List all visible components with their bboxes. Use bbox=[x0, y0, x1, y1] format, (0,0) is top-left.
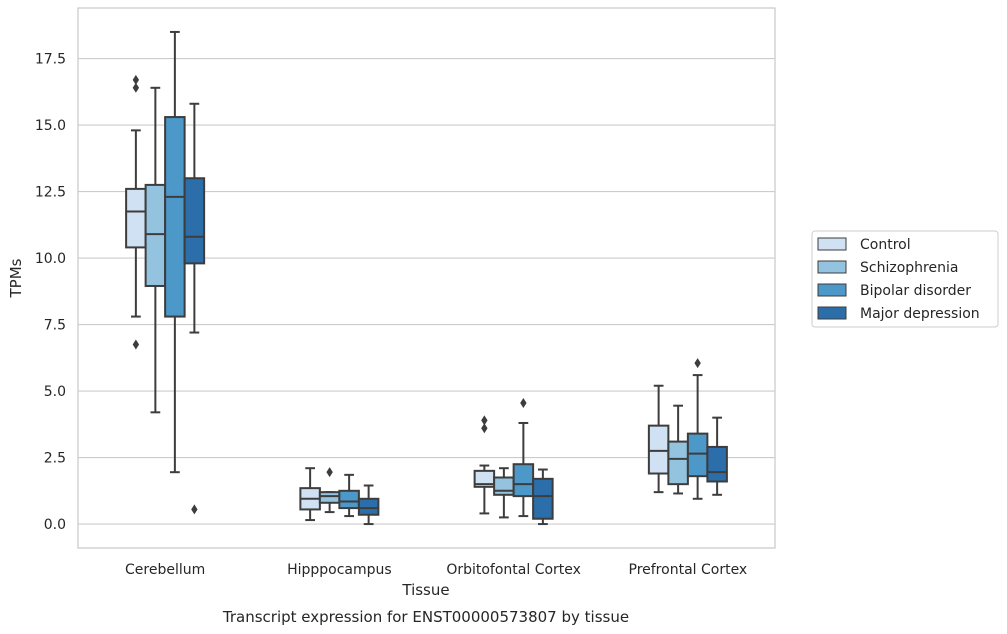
y-tick-label: 0.0 bbox=[44, 517, 66, 533]
box-body bbox=[338, 489, 360, 510]
box-2-0 bbox=[473, 415, 496, 515]
outlier-point bbox=[520, 398, 527, 409]
chart-caption: Transcript expression for ENST0000057380… bbox=[222, 608, 629, 626]
legend-swatch bbox=[817, 283, 847, 297]
legend-swatch bbox=[817, 306, 847, 320]
box-body bbox=[144, 183, 167, 287]
box-body bbox=[183, 177, 206, 265]
box-body bbox=[532, 477, 554, 520]
y-tick-label: 17.5 bbox=[35, 52, 66, 68]
outlier-point bbox=[481, 415, 488, 426]
y-tick-label: 5.0 bbox=[44, 384, 66, 400]
x-tick-label: Orbitofontal Cortex bbox=[446, 562, 581, 578]
y-tick-label: 10.0 bbox=[35, 251, 66, 267]
box-body bbox=[706, 445, 728, 483]
legend-label: Schizophrenia bbox=[860, 260, 958, 276]
y-tick-label: 7.5 bbox=[44, 318, 66, 334]
box-1-3 bbox=[357, 484, 380, 526]
outlier-point bbox=[132, 339, 140, 350]
box-body bbox=[318, 491, 341, 504]
box-groups bbox=[125, 30, 728, 526]
y-axis-label: TPMs bbox=[7, 258, 25, 298]
box-body bbox=[164, 116, 186, 318]
legend-label: Control bbox=[860, 237, 911, 253]
plot-frame bbox=[77, 7, 776, 549]
box-body bbox=[667, 440, 689, 486]
x-axis-label: Tissue bbox=[401, 581, 449, 599]
outlier-point bbox=[481, 423, 488, 434]
legend-label: Bipolar disorder bbox=[860, 283, 971, 299]
box-3-0 bbox=[647, 384, 670, 494]
box-body bbox=[493, 476, 515, 496]
legend: Control Schizophrenia Bipolar disorder Majo… bbox=[811, 230, 999, 328]
box-3-2 bbox=[686, 358, 709, 500]
box-0-3 bbox=[183, 102, 206, 515]
outlier-point bbox=[694, 358, 701, 369]
legend-frame bbox=[811, 230, 999, 328]
outlier-point bbox=[326, 467, 333, 478]
legend-swatch bbox=[817, 237, 847, 251]
box-2-2 bbox=[512, 398, 535, 518]
x-tick-labels: Cerebellum Hipppocampus Orbitofontal Corte… bbox=[125, 562, 747, 578]
x-tick-label: Cerebellum bbox=[125, 562, 205, 578]
legend-swatch bbox=[817, 260, 847, 274]
y-tick-label: 2.5 bbox=[44, 451, 66, 467]
box-2-3 bbox=[532, 468, 554, 526]
outlier-point bbox=[132, 82, 140, 93]
y-tick-label: 12.5 bbox=[35, 185, 66, 201]
box-body bbox=[686, 432, 709, 478]
y-tick-labels: 0.0 2.5 5.0 7.5 10.0 12.5 15.0 17.5 bbox=[35, 52, 66, 534]
outlier-point bbox=[132, 74, 140, 85]
box-3-3 bbox=[706, 416, 728, 496]
outlier-point bbox=[191, 504, 198, 515]
box-body bbox=[357, 497, 380, 516]
box-0-0 bbox=[125, 74, 147, 350]
x-tick-label: Hipppocampus bbox=[287, 562, 392, 578]
box-body bbox=[512, 463, 535, 498]
legend-label: Major depression bbox=[860, 306, 980, 322]
box-body bbox=[125, 187, 147, 249]
x-tick-label: Prefrontal Cortex bbox=[629, 562, 748, 578]
y-tick-label: 15.0 bbox=[35, 118, 66, 134]
box-body bbox=[647, 424, 670, 475]
